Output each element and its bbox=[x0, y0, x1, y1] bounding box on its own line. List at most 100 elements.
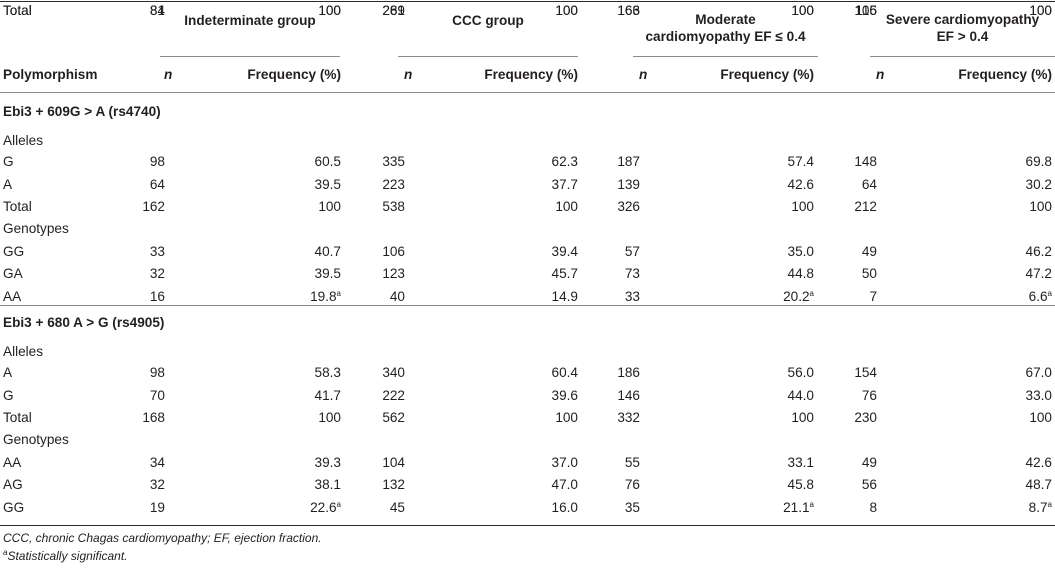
frequency-value: 39.6 bbox=[551, 388, 578, 403]
frequency-value: 19.8 bbox=[310, 289, 337, 304]
count-cell: 106 bbox=[382, 241, 405, 262]
count-cell: 56 bbox=[862, 474, 877, 495]
n-header: n bbox=[164, 67, 173, 82]
row-label: GG bbox=[3, 500, 25, 515]
group-header-indeterminate: Indeterminate group bbox=[184, 13, 316, 28]
frequency-value: 45.8 bbox=[787, 477, 814, 492]
row-label: A bbox=[3, 365, 13, 380]
count-cell: 166 bbox=[617, 0, 640, 21]
section-title: Ebi3 + 609G > A (rs4740) bbox=[3, 104, 161, 119]
group-underline-4 bbox=[870, 56, 1055, 57]
frequency-value: 69.8 bbox=[1025, 154, 1052, 169]
subheader-row: Alleles bbox=[0, 341, 1055, 362]
footnote-significance-text: Statistically significant. bbox=[7, 549, 128, 563]
frequency-cell: 62.3 bbox=[552, 151, 578, 172]
row-label: GG bbox=[3, 244, 25, 259]
count-cell: 212 bbox=[854, 196, 877, 217]
frequency-header: Frequency (%) bbox=[958, 67, 1052, 82]
table-row: GG 33 40.7 106 39.4 57 35.0 49 46.2 bbox=[0, 241, 1055, 262]
frequency-value: 33.1 bbox=[787, 455, 814, 470]
count-cell: 49 bbox=[862, 241, 877, 262]
count-value: 64 bbox=[861, 177, 877, 192]
count-cell: 64 bbox=[150, 174, 165, 195]
row-label: G bbox=[3, 388, 14, 403]
count-value: 269 bbox=[382, 3, 405, 18]
frequency-value: 39.5 bbox=[314, 177, 341, 192]
frequency-value: 100 bbox=[555, 199, 578, 214]
frequency-value: 20.2 bbox=[783, 289, 810, 304]
frequency-cell: 37.0 bbox=[552, 452, 578, 473]
frequency-value: 100 bbox=[791, 3, 814, 18]
significance-marker: a bbox=[809, 289, 814, 298]
count-cell: 33 bbox=[625, 286, 640, 307]
count-cell: 16 bbox=[150, 286, 165, 307]
count-value: 49 bbox=[861, 455, 877, 470]
column-header-row: Polymorphism n Frequency (%) n Frequency… bbox=[0, 64, 1055, 85]
group-header-moderate-line2: cardiomyopathy EF ≤ 0.4 bbox=[645, 29, 806, 44]
frequency-cell: 45.8 bbox=[788, 474, 814, 495]
count-value: 146 bbox=[617, 388, 640, 403]
frequency-cell: 100 bbox=[1029, 407, 1052, 428]
count-value: 281 bbox=[382, 3, 405, 18]
genotypes-label: Genotypes bbox=[3, 432, 69, 447]
count-value: 8 bbox=[869, 500, 877, 515]
row-label: AG bbox=[3, 477, 23, 492]
count-value: 34 bbox=[149, 455, 165, 470]
frequency-cell: 48.7 bbox=[1026, 474, 1052, 495]
section-divider-rule bbox=[0, 305, 1055, 306]
frequency-value: 100 bbox=[318, 410, 341, 425]
count-value: 45 bbox=[389, 500, 405, 515]
count-cell: 45 bbox=[390, 497, 405, 518]
count-value: 154 bbox=[854, 365, 877, 380]
count-cell: 132 bbox=[382, 474, 405, 495]
frequency-cell: 47.0 bbox=[552, 474, 578, 495]
count-cell: 332 bbox=[617, 407, 640, 428]
count-cell: 230 bbox=[854, 407, 877, 428]
count-value: 49 bbox=[861, 244, 877, 259]
frequency-value: 100 bbox=[1029, 410, 1052, 425]
count-value: 106 bbox=[382, 244, 405, 259]
frequency-value: 100 bbox=[318, 3, 341, 18]
frequency-cell: 39.4 bbox=[552, 241, 578, 262]
count-value: 64 bbox=[149, 177, 165, 192]
frequency-cell: 100 bbox=[555, 407, 578, 428]
frequency-value: 100 bbox=[1029, 3, 1052, 18]
significance-marker: a bbox=[809, 500, 814, 509]
count-value: 16 bbox=[149, 289, 165, 304]
section-title-row: Ebi3 + 609G > A (rs4740) bbox=[0, 101, 1055, 122]
count-cell: 32 bbox=[150, 263, 165, 284]
frequency-value: 39.3 bbox=[314, 455, 341, 470]
count-value: 340 bbox=[382, 365, 405, 380]
row-label: A bbox=[3, 177, 13, 192]
table-bottom-rule bbox=[0, 525, 1055, 526]
frequency-cell: 100 bbox=[791, 407, 814, 428]
frequency-cell: 46.2 bbox=[1026, 241, 1052, 262]
frequency-cell: 41.7 bbox=[315, 385, 341, 406]
count-value: 186 bbox=[617, 365, 640, 380]
count-cell: 163 bbox=[617, 0, 640, 21]
frequency-value: 100 bbox=[791, 199, 814, 214]
count-cell: 335 bbox=[382, 151, 405, 172]
count-value: 19 bbox=[149, 500, 165, 515]
count-cell: 57 bbox=[625, 241, 640, 262]
frequency-cell: 100 bbox=[555, 196, 578, 217]
frequency-cell: 100 bbox=[318, 0, 341, 21]
count-cell: 98 bbox=[150, 362, 165, 383]
frequency-cell: 60.5 bbox=[315, 151, 341, 172]
frequency-value: 67.0 bbox=[1025, 365, 1052, 380]
count-cell: 162 bbox=[142, 196, 165, 217]
count-cell: 340 bbox=[382, 362, 405, 383]
subheader-row: Alleles bbox=[0, 130, 1055, 151]
count-cell: 76 bbox=[862, 385, 877, 406]
count-cell: 35 bbox=[625, 497, 640, 518]
count-cell: 84 bbox=[150, 0, 165, 21]
count-cell: 186 bbox=[617, 362, 640, 383]
table-row: GA 32 39.5 123 45.7 73 44.8 50 47.2 bbox=[0, 263, 1055, 284]
count-value: 538 bbox=[382, 199, 405, 214]
count-cell: 222 bbox=[382, 385, 405, 406]
count-value: 162 bbox=[142, 199, 165, 214]
frequency-value: 35.0 bbox=[787, 244, 814, 259]
count-value: 98 bbox=[149, 154, 165, 169]
count-cell: 123 bbox=[382, 263, 405, 284]
frequency-value: 100 bbox=[555, 3, 578, 18]
